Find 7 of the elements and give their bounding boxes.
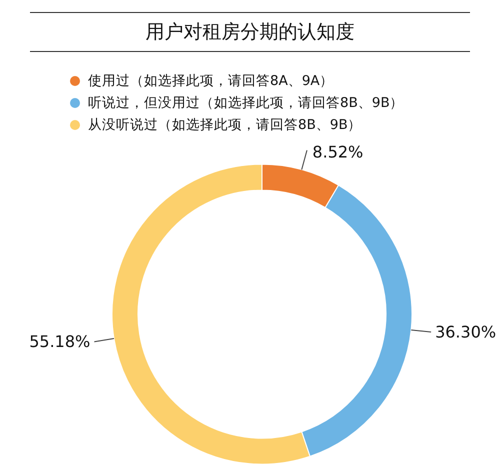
legend-label: 从没听说过（如选择此项，请回答8B、9B）	[88, 116, 362, 135]
legend-label: 听说过，但没用过（如选择此项，请回答8B、9B）	[88, 94, 404, 113]
data-label: 55.18%	[29, 332, 90, 351]
chart-title: 用户对租房分期的认知度	[30, 12, 470, 52]
data-label: 36.30%	[435, 322, 496, 342]
data-label: 8.52%	[312, 142, 364, 162]
legend-label: 使用过（如选择此项，请回答8A、9A）	[88, 72, 334, 91]
